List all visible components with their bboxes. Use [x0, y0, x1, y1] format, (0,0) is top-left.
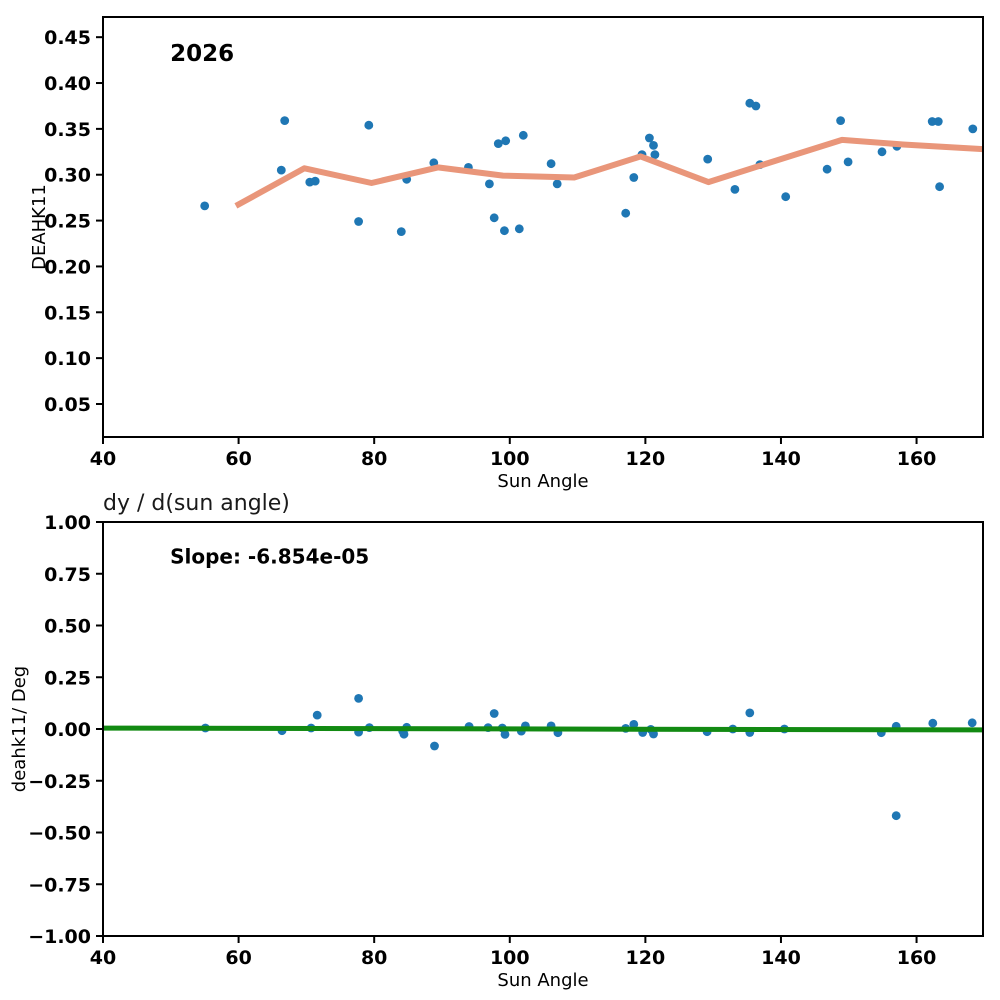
scatter-point: [430, 741, 439, 751]
scatter-point: [968, 124, 978, 134]
fit-line: [102, 725, 984, 733]
scatter-point: [745, 708, 755, 718]
x-tick-label: 40: [90, 448, 116, 470]
scatter-point: [822, 164, 832, 174]
scatter-point: [650, 150, 660, 160]
scatter-point: [649, 729, 658, 739]
y-tick-label: 0.75: [44, 564, 91, 586]
scatter-point: [396, 227, 406, 237]
scatter-point: [645, 133, 654, 143]
y-tick-label: 1.00: [44, 512, 91, 534]
y-tick-label: 0.40: [44, 73, 91, 95]
scatter-point: [891, 811, 901, 821]
scatter-point: [836, 116, 845, 125]
scatter-point: [500, 226, 509, 236]
scatter-point: [364, 120, 374, 130]
scatter-point: [514, 224, 524, 234]
scatter-point: [877, 147, 887, 157]
scatter-point: [629, 173, 639, 182]
y-axis-label: DEAHK11: [29, 184, 50, 270]
chart-title: dy / d(sun angle): [103, 491, 290, 516]
scatter-point: [629, 720, 639, 729]
y-tick-label: 0.25: [44, 667, 91, 689]
scatter-point: [933, 117, 943, 126]
scatter-point: [935, 182, 944, 192]
x-tick-label: 100: [490, 947, 530, 969]
y-tick-label: −0.75: [28, 874, 91, 896]
x-tick-label: 60: [225, 448, 251, 470]
scatter-point: [501, 136, 511, 146]
scatter-point: [751, 101, 761, 111]
y-tick-label: 0.00: [44, 719, 91, 741]
y-tick-label: 0.30: [44, 165, 91, 187]
y-tick-label: −0.50: [28, 823, 91, 845]
scatter-point: [200, 201, 210, 211]
x-tick-label: 140: [761, 448, 801, 470]
scatter-point: [276, 165, 286, 175]
x-axis-label: Sun Angle: [497, 471, 588, 492]
scatter-point: [310, 176, 320, 186]
x-tick-label: 160: [897, 947, 937, 969]
x-tick-label: 100: [490, 448, 530, 470]
scatter-point: [280, 116, 290, 125]
x-tick-label: 120: [626, 947, 666, 969]
scatter-point: [927, 117, 937, 126]
x-tick-label: 40: [90, 947, 116, 969]
annotation-text: Slope: -6.854e-05: [170, 544, 369, 568]
scatter-point: [843, 157, 853, 167]
y-tick-label: 0.10: [44, 348, 91, 370]
y-tick-label: 0.50: [44, 616, 91, 638]
x-tick-label: 60: [225, 947, 251, 969]
scatter-point: [649, 141, 658, 150]
scatter-point: [552, 179, 562, 189]
scatter-point: [967, 718, 977, 728]
scatter-point: [546, 159, 556, 169]
scatter-point: [399, 729, 409, 739]
scatter-point: [500, 730, 510, 739]
y-tick-label: 0.45: [44, 27, 91, 49]
scatter-point: [312, 710, 322, 720]
top-chart: 40 60 80 100 120 140 160 0.05 0.10 0.15 0.20 0.25 0.…: [29, 16, 984, 492]
x-tick-label: 160: [897, 448, 937, 470]
axes-frame: [102, 16, 984, 438]
y-tick-label: 0.05: [44, 394, 91, 416]
scatter-point: [493, 139, 503, 149]
annotation-text: 2026: [170, 41, 234, 67]
scatter-point: [518, 130, 528, 140]
x-tick-label: 80: [361, 448, 387, 470]
y-tick-label: −1.00: [28, 926, 91, 948]
y-axis-label: deahk11/ Deg: [9, 666, 30, 792]
bottom-chart: 40 60 80 100 120 140 160 −1.00 −0.75 −0.50 −0.25 0.…: [9, 491, 984, 991]
scatter-point: [730, 185, 740, 194]
y-tick-label: 0.35: [44, 119, 91, 141]
x-tick-label: 140: [761, 947, 801, 969]
x-axis-label: Sun Angle: [497, 970, 588, 991]
scatter-point: [928, 718, 938, 728]
x-tick-label: 120: [626, 448, 666, 470]
y-tick-label: 0.20: [44, 256, 91, 278]
y-tick-label: 0.15: [44, 302, 91, 324]
x-tick-label: 80: [361, 947, 387, 969]
scatter-point: [621, 208, 631, 218]
scatter-point: [489, 213, 499, 223]
scatter-point: [485, 179, 494, 189]
scatter-point: [354, 694, 363, 703]
scatter-point: [354, 217, 363, 226]
scatter-point: [489, 709, 499, 718]
y-tick-label: −0.25: [28, 771, 91, 793]
scatter-point: [781, 192, 791, 202]
scatter-point: [703, 154, 713, 164]
y-tick-label: 0.25: [44, 211, 91, 233]
trend-line: [234, 136, 984, 209]
